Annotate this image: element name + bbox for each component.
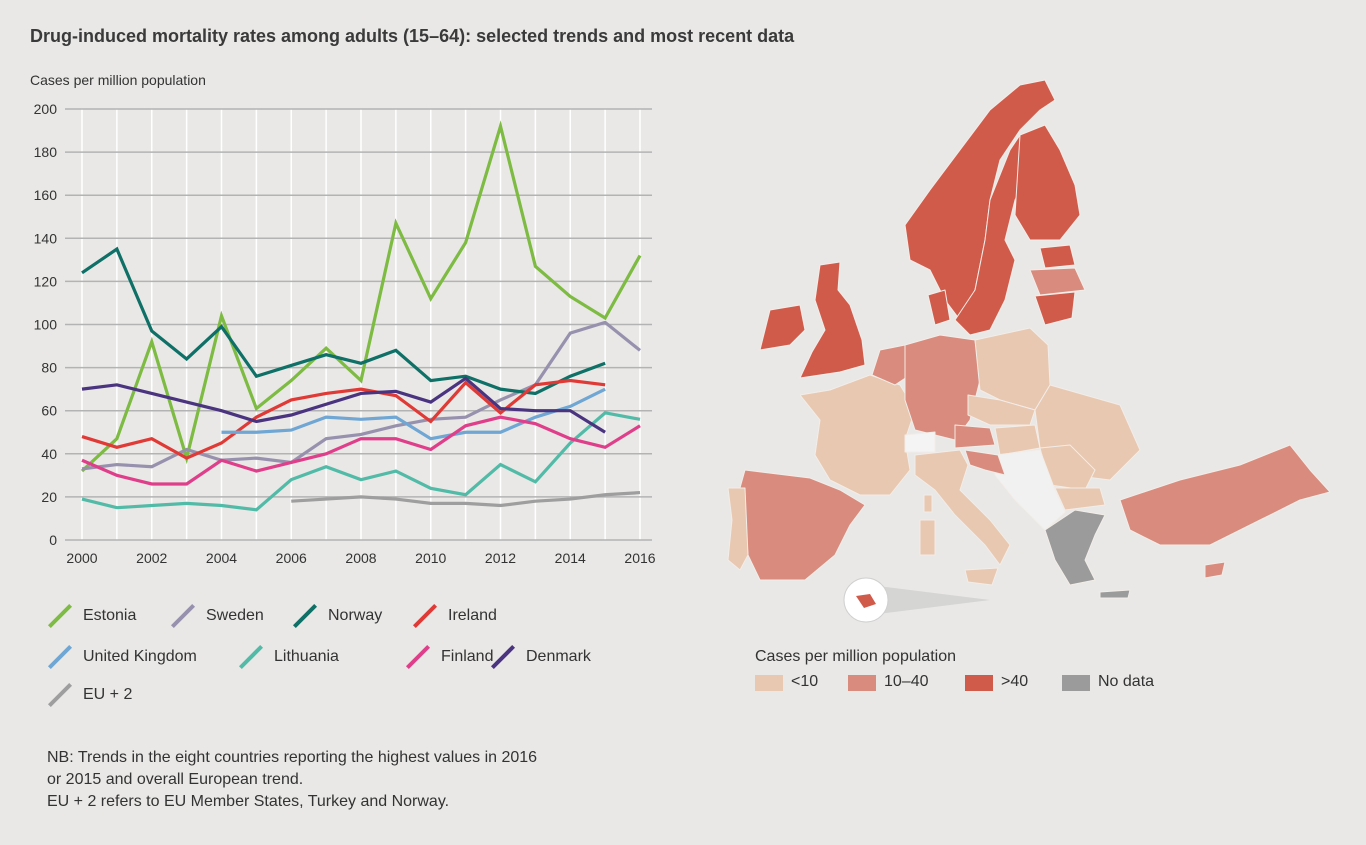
map-austria — [954, 424, 996, 449]
map-portugal — [727, 487, 749, 571]
map-legend-label-mid: 10–40 — [884, 673, 929, 690]
map-legend-swatch-nodata — [1062, 675, 1090, 691]
x-tick-label: 2010 — [415, 550, 446, 566]
y-axis-label: Cases per million population — [30, 72, 206, 88]
map-legend-swatch-high — [965, 675, 993, 691]
legend-swatch-estonia — [47, 603, 73, 629]
series-line-eu-2 — [291, 490, 641, 508]
map-ireland — [759, 304, 806, 351]
map-switzerland — [904, 431, 936, 453]
map-legend-swatch-mid — [848, 675, 876, 691]
y-tick-label: 180 — [34, 144, 58, 160]
map-cyprus — [1204, 561, 1226, 579]
legend-label-ireland: Ireland — [448, 607, 497, 624]
legend-swatch-sweden — [170, 603, 196, 629]
x-tick-label: 2004 — [206, 550, 237, 566]
y-tick-label: 140 — [34, 230, 58, 246]
y-tick-label: 160 — [34, 187, 58, 203]
y-tick-label: 60 — [41, 403, 57, 419]
y-tick-label: 200 — [34, 101, 58, 117]
x-tick-label: 2016 — [624, 550, 655, 566]
malta-callout — [870, 585, 990, 615]
y-tick-label: 0 — [49, 532, 57, 548]
series-line-ireland — [81, 378, 606, 460]
legend-swatch-lithuania — [238, 644, 264, 670]
x-tick-label: 2014 — [555, 550, 586, 566]
map-finland — [1014, 124, 1081, 241]
legend-label-finland: Finland — [441, 648, 494, 665]
series-line-denmark — [81, 376, 606, 434]
map-benelux — [871, 344, 911, 386]
y-tick-label: 40 — [41, 446, 57, 462]
map-corsica — [923, 494, 933, 513]
map-legend-title: Cases per million population — [755, 648, 956, 665]
map-germany — [904, 334, 981, 441]
map-legend-swatch-low — [755, 675, 783, 691]
map-croatia-slovenia — [964, 449, 1006, 476]
map-malta — [856, 594, 876, 608]
series-line-finland — [81, 415, 641, 486]
legend-label-denmark: Denmark — [526, 648, 591, 665]
legend-swatch-united-kingdom — [47, 644, 73, 670]
map-crete — [1099, 589, 1131, 599]
map-italy — [914, 449, 1011, 566]
map-greece — [1044, 509, 1106, 586]
note-line-2: or 2015 and overall European trend. — [47, 771, 304, 788]
map-bulgaria — [1054, 487, 1106, 511]
map-estonia — [1039, 244, 1076, 269]
x-tick-label: 2000 — [66, 550, 97, 566]
legend-label-estonia: Estonia — [83, 607, 137, 624]
map-sicily — [964, 567, 999, 586]
legend-label-eu-2: EU + 2 — [83, 686, 133, 703]
y-tick-label: 100 — [34, 317, 58, 333]
x-tick-label: 2006 — [276, 550, 307, 566]
legend-swatch-denmark — [490, 644, 516, 670]
legend-label-united-kingdom: United Kingdom — [83, 648, 197, 665]
legend-swatch-ireland — [412, 603, 438, 629]
series-line-norway — [81, 246, 606, 396]
europe-map — [727, 79, 1331, 623]
legend-label-norway: Norway — [328, 607, 383, 624]
map-latvia — [1029, 267, 1086, 296]
y-tick-label: 80 — [41, 360, 57, 376]
line-chart: 0 20 40 60 80 100 120 140 160 180 200 2000 2002 2004 2… — [34, 101, 656, 566]
legend-swatch-eu-2 — [47, 682, 73, 708]
note-line-3: EU + 2 refers to EU Member States, Turke… — [47, 793, 450, 810]
series-line-estonia — [80, 120, 642, 473]
y-tick-label: 20 — [41, 489, 57, 505]
series-line-united-kingdom — [221, 387, 606, 441]
map-balkans — [994, 449, 1066, 531]
series-line-sweden — [81, 320, 642, 471]
y-tick-label: 120 — [34, 273, 58, 289]
x-tick-label: 2002 — [136, 550, 167, 566]
map-france — [799, 374, 916, 496]
legend-label-lithuania: Lithuania — [274, 648, 339, 665]
figure-title: Drug-induced mortality rates among adult… — [30, 26, 795, 46]
note-line-1: NB: Trends in the eight countries report… — [47, 749, 538, 766]
legend-swatch-norway — [292, 603, 318, 629]
map-legend-label-nodata: No data — [1098, 673, 1155, 690]
x-tick-label: 2012 — [485, 550, 516, 566]
x-tick-label: 2008 — [345, 550, 376, 566]
map-turkey — [1119, 444, 1331, 546]
map-uk — [799, 261, 866, 379]
map-sardinia — [919, 519, 936, 556]
map-denmark — [927, 289, 951, 326]
legend-label-sweden: Sweden — [206, 607, 264, 624]
map-lithuania — [1034, 291, 1076, 326]
legend-swatch-finland — [405, 644, 431, 670]
map-legend-label-low: <10 — [791, 673, 819, 690]
map-legend-label-high: >40 — [1001, 673, 1029, 690]
series-line-lithuania — [81, 411, 641, 512]
